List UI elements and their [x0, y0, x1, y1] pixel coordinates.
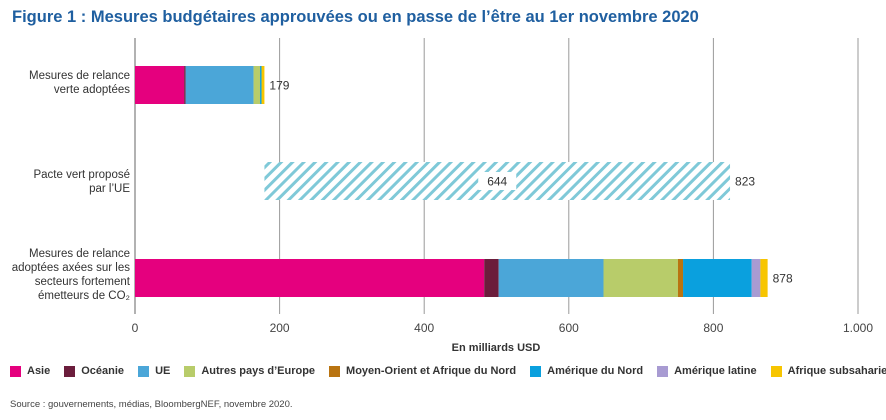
bar-segment: UE: 94	[185, 66, 254, 104]
total-value-label: 179	[269, 79, 289, 93]
category-label-eu-green-deal: Pacte vert proposé par l’UE	[33, 169, 130, 195]
legend-swatch	[530, 365, 542, 377]
legend-item-asie: Asie	[10, 365, 50, 377]
legend-swatch	[329, 365, 341, 377]
legend-label: UE	[155, 365, 171, 377]
legend-item-autres-europe: Autres pays d’Europe	[184, 365, 315, 377]
x-tick-label: 200	[270, 321, 290, 335]
legend-swatch	[184, 365, 196, 377]
bar-segment: Asie: 68	[135, 66, 185, 104]
bar-segment: Amérique latine: 12	[751, 259, 761, 297]
legend-label: Amérique du Nord	[547, 365, 644, 377]
bar-segment: Amérique du Nord: 95	[683, 259, 752, 297]
bar-segment: Amérique du Nord: 2	[260, 66, 262, 104]
x-tick-label: 600	[559, 321, 579, 335]
legend-swatch	[64, 365, 76, 377]
legend-swatch	[10, 365, 21, 377]
category-label-green-stimulus: Mesures de relance verte adoptées	[29, 70, 130, 96]
category-label-carbon-intensive: Mesures de relance adoptées axées sur le…	[11, 248, 130, 302]
legend-item-moyen-orient: Moyen-Orient et Afrique du Nord	[329, 365, 516, 377]
x-tick-label: 800	[703, 321, 723, 335]
bar-segment: UE: 145	[498, 259, 604, 297]
legend-swatch	[138, 365, 150, 377]
bar-segment: Océanie: 20	[484, 259, 499, 297]
legend-label: Amérique latine	[674, 365, 757, 377]
chart-title: Figure 1 : Mesures budgétaires approuvée…	[12, 8, 699, 26]
legend-item-afrique-subsaharienne: Afrique subsaharienne	[770, 365, 886, 377]
x-tick-label: 1.000	[843, 321, 873, 335]
legend-swatch	[657, 365, 669, 377]
legend-item-oceanie: Océanie	[64, 365, 124, 377]
legend: Asie Océanie UE Autres pays d’Europe Moy…	[10, 363, 886, 379]
legend-item-amerique-latine: Amérique latine	[657, 365, 757, 377]
x-tick-label: 0	[132, 321, 139, 335]
bar-segment: Afrique subsaharienne: 10	[760, 259, 768, 297]
legend-label: Autres pays d’Europe	[201, 365, 316, 377]
bar-segment: Moyen-Orient et Afrique du Nord: 7	[677, 259, 684, 297]
legend-label: Océanie	[81, 365, 125, 377]
legend-label: Afrique subsaharienne	[787, 365, 886, 377]
total-value-label: 878	[773, 272, 793, 286]
value-label-background	[478, 172, 517, 190]
bar-segment: Autres pays d’Europe: 103	[603, 259, 678, 297]
legend-item-ue: UE	[138, 365, 170, 377]
legend-label: Asie	[27, 365, 51, 377]
bar-segment: Afrique subsaharienne: 4	[261, 66, 265, 104]
bar-segment: Asie: 483	[135, 259, 485, 297]
legend-label: Moyen-Orient et Afrique du Nord	[346, 365, 517, 377]
bar-segment: Autres pays d’Europe: 9	[253, 66, 261, 104]
eu-green-deal-value-label: 644	[487, 175, 507, 189]
legend-item-amerique-nord: Amérique du Nord	[530, 365, 643, 377]
bar-segment: Océanie: 2	[184, 66, 186, 104]
source-note: Source : gouvernements, médias, Bloomber…	[10, 399, 293, 410]
legend-swatch	[770, 365, 782, 377]
x-axis-label: En milliards USD	[452, 342, 541, 354]
total-value-label: 823	[735, 175, 755, 189]
x-tick-label: 400	[414, 321, 434, 335]
